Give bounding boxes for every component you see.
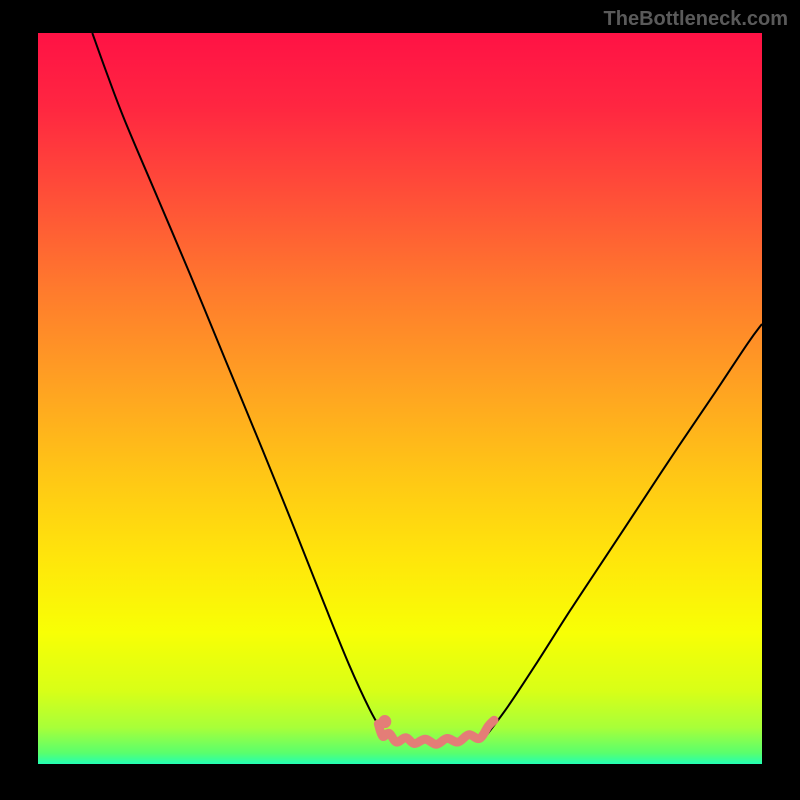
minimum-dot — [378, 715, 391, 728]
minimum-squiggle — [378, 720, 494, 744]
watermark-text: TheBottleneck.com — [604, 8, 788, 31]
curve-left-branch — [92, 33, 384, 735]
curve-right-branch — [487, 324, 762, 735]
plot-area — [38, 33, 762, 764]
curve-layer — [38, 33, 762, 764]
